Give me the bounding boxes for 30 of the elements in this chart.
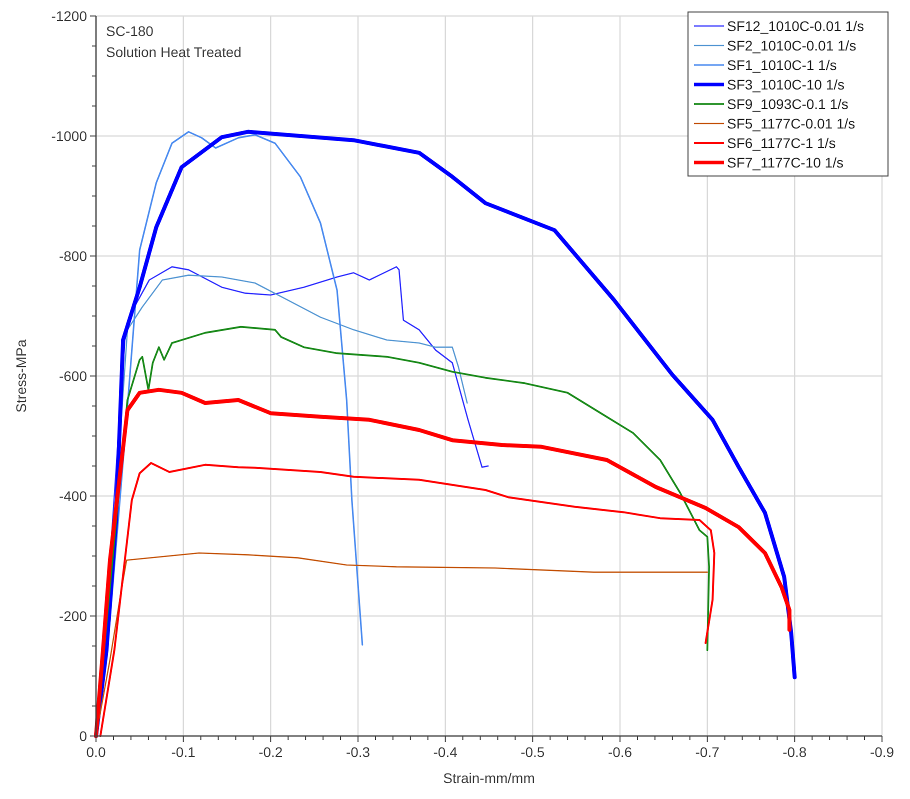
legend-label: SF3_1010C-10 1/s xyxy=(727,76,845,92)
x-tick-label: 0.0 xyxy=(86,744,106,760)
legend-label: SF6_1177C-1 1/s xyxy=(727,135,836,151)
x-tick-label: -0.4 xyxy=(433,744,458,760)
y-tick-label: -1000 xyxy=(51,128,88,144)
annotation: SC-180 xyxy=(106,23,154,39)
x-tick-label: -0.8 xyxy=(782,744,807,760)
legend-label: SF7_1177C-10 1/s xyxy=(727,154,844,170)
legend-label: SF1_1010C-1 1/s xyxy=(727,57,837,73)
x-tick-label: -0.3 xyxy=(346,744,370,760)
x-tick-label: -0.6 xyxy=(608,744,632,760)
y-tick-label: -200 xyxy=(58,608,88,624)
y-tick-label: -800 xyxy=(58,248,88,264)
annotation: Solution Heat Treated xyxy=(106,44,242,60)
legend-label: SF2_1010C-0.01 1/s xyxy=(727,38,856,54)
x-axis-title: Strain-mm/mm xyxy=(443,770,535,786)
y-tick-label: -1200 xyxy=(51,8,88,24)
legend-label: SF9_1093C-0.1 1/s xyxy=(727,96,848,112)
x-tick-label: -0.2 xyxy=(258,744,283,760)
x-tick-label: -0.9 xyxy=(870,744,894,760)
y-tick-label: -600 xyxy=(58,368,88,384)
line-series xyxy=(94,388,792,738)
y-axis-title: Stress-MPa xyxy=(13,339,29,413)
y-tick-label: -400 xyxy=(58,488,88,504)
legend-label: SF5_1177C-0.01 1/s xyxy=(727,116,856,132)
legend-label: SF12_1010C-0.01 1/s xyxy=(727,18,864,34)
x-tick-label: -0.5 xyxy=(520,744,545,760)
x-tick-label: -0.7 xyxy=(695,744,720,760)
y-tick-label: 0 xyxy=(79,728,88,744)
x-tick-label: -0.1 xyxy=(171,744,196,760)
